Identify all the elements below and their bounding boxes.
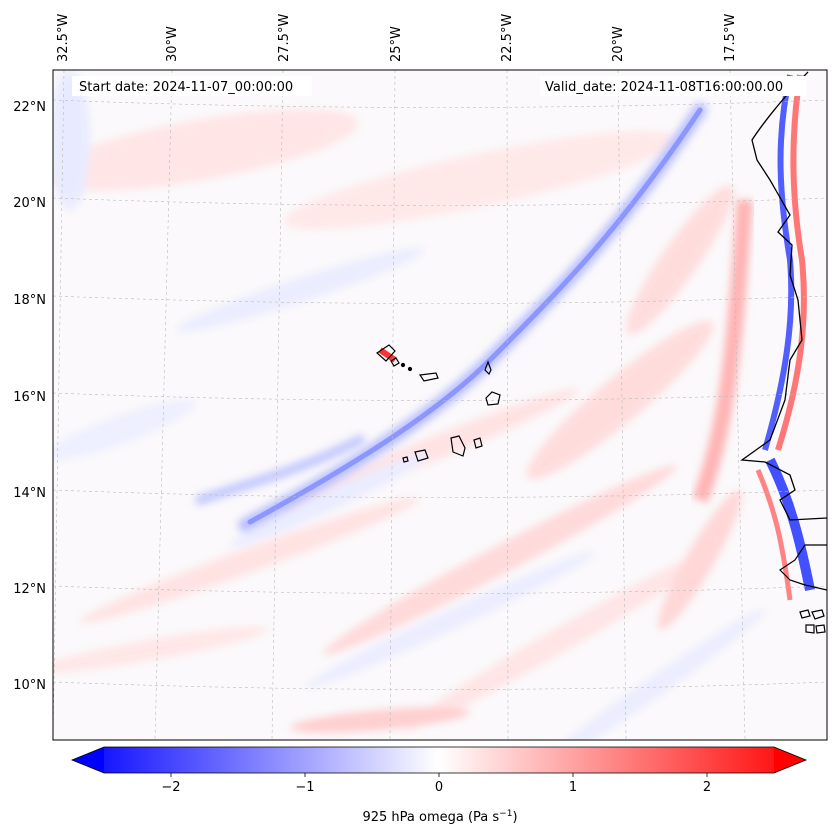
- map-frame: [52, 69, 828, 741]
- africa-coastline: [740, 71, 827, 521]
- longitude-labels: 32.5°W 30°W 27.5°W 25°W 22.5°W 20°W 17.5…: [56, 14, 738, 62]
- lon-label-32-5w: 32.5°W: [56, 14, 71, 62]
- lon-label-22-5w: 22.5°W: [500, 14, 515, 62]
- colorbar: −2 −1 0 1 2 925 hPa omega (Pa s−1): [70, 746, 808, 825]
- lat-label-20n: 20°N: [13, 196, 46, 211]
- bijagos-islands: [799, 609, 826, 634]
- colorbar-tick-label: −1: [295, 780, 314, 795]
- lon-label-30w: 30°W: [165, 26, 180, 62]
- start-date-box: [72, 76, 312, 96]
- colorbar-tick-label: 2: [703, 780, 711, 795]
- colorbar-outline: [70, 746, 808, 774]
- colorbar-tick-label: −2: [161, 780, 180, 795]
- colorbar-tick-label: 1: [569, 780, 577, 795]
- colorbar-ticks: −2 −1 0 1 2: [161, 773, 711, 795]
- start-date-text: Start date: 2024-11-07_00:00:00: [79, 80, 293, 95]
- lat-label-18n: 18°N: [13, 293, 46, 308]
- gridlines: [53, 70, 827, 740]
- colorbar-title: 925 hPa omega (Pa s−1): [362, 809, 517, 825]
- lat-label-12n: 12°N: [13, 582, 46, 597]
- lon-label-17-5w: 17.5°W: [723, 14, 738, 62]
- valid-date-box: [540, 76, 807, 96]
- cape-verde-islands: [376, 344, 501, 463]
- colorbar-tick-label: 0: [435, 780, 443, 795]
- valid-date-text: Valid_date: 2024-11-08T16:00:00.00: [545, 80, 783, 95]
- map-panel: Start date: 2024-11-07_00:00:00 Valid_da…: [52, 69, 828, 741]
- lat-label-10n: 10°N: [13, 678, 46, 693]
- lat-label-16n: 16°N: [13, 390, 46, 405]
- omega-field: [53, 70, 827, 740]
- colorbar-gradient: [72, 747, 806, 773]
- lat-label-22n: 22°N: [13, 100, 46, 115]
- colorbar-min-arrow: [72, 747, 104, 773]
- guinea-coastline: [779, 544, 827, 591]
- latitude-labels: 22°N 20°N 18°N 16°N 14°N 12°N 10°N: [13, 100, 46, 693]
- colorbar-max-arrow: [774, 747, 806, 773]
- lon-label-27-5w: 27.5°W: [277, 14, 292, 62]
- lon-label-20w: 20°W: [611, 26, 626, 62]
- lat-label-14n: 14°N: [13, 486, 46, 501]
- lon-label-25w: 25°W: [389, 26, 404, 62]
